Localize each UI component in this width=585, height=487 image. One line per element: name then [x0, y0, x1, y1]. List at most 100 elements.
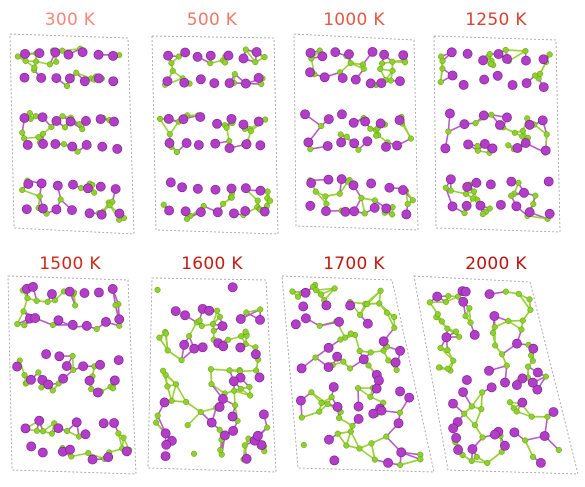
- large-atom: [517, 397, 528, 408]
- small-atom: [503, 362, 510, 369]
- small-atom: [46, 61, 53, 68]
- bond: [175, 383, 187, 403]
- large-atom: [447, 201, 458, 212]
- large-atom: [323, 114, 334, 125]
- small-atom: [20, 308, 27, 315]
- large-atom: [506, 176, 517, 187]
- structure-panel: [7, 275, 137, 475]
- small-atom: [361, 210, 368, 217]
- small-atom: [68, 453, 75, 460]
- large-atom: [460, 286, 471, 297]
- large-atom: [240, 78, 251, 89]
- large-atom: [538, 82, 549, 93]
- large-atom: [84, 375, 95, 386]
- large-atom: [376, 405, 387, 416]
- large-atom: [485, 179, 496, 190]
- large-atom: [12, 361, 22, 372]
- large-atom: [30, 313, 41, 323]
- small-atom: [64, 427, 71, 435]
- large-atom: [95, 114, 106, 125]
- large-atom: [375, 118, 386, 129]
- large-atom: [254, 372, 265, 383]
- small-atom: [261, 54, 268, 61]
- large-atom: [401, 209, 412, 220]
- small-atom: [164, 347, 171, 354]
- small-atom: [154, 286, 161, 293]
- small-atom: [49, 387, 56, 394]
- small-atom: [300, 441, 307, 448]
- large-atom: [93, 49, 104, 60]
- large-atom: [71, 417, 82, 428]
- small-atom: [57, 196, 64, 203]
- small-atom: [389, 67, 396, 74]
- small-atom: [106, 202, 113, 209]
- large-atom: [440, 143, 451, 154]
- small-atom: [391, 313, 398, 321]
- small-atom: [207, 366, 214, 373]
- large-atom: [181, 138, 192, 148]
- small-atom: [35, 134, 42, 141]
- unit-cell-border: [151, 35, 279, 235]
- small-atom: [166, 131, 173, 138]
- large-atom: [332, 351, 343, 362]
- large-atom: [453, 444, 464, 455]
- large-atom: [68, 179, 78, 190]
- small-atom: [336, 414, 343, 422]
- small-atom: [298, 414, 305, 421]
- large-atom: [80, 429, 91, 440]
- small-atom: [530, 201, 537, 208]
- large-atom: [258, 409, 269, 420]
- small-atom: [231, 71, 238, 78]
- small-atom: [515, 290, 522, 297]
- large-atom: [81, 320, 92, 331]
- large-atom: [240, 183, 251, 194]
- large-atom: [376, 78, 387, 88]
- small-atom: [33, 297, 40, 304]
- small-atom: [59, 113, 66, 120]
- large-atom: [101, 316, 111, 327]
- large-atom: [180, 47, 191, 58]
- small-atom: [364, 301, 371, 308]
- large-atom: [446, 47, 457, 58]
- small-atom: [217, 446, 224, 454]
- small-atom: [214, 307, 221, 314]
- large-atom: [395, 345, 406, 356]
- small-atom: [529, 453, 537, 460]
- large-atom: [381, 141, 391, 152]
- small-atom: [546, 51, 553, 58]
- large-atom: [61, 361, 72, 371]
- large-atom: [462, 375, 472, 385]
- small-atom: [555, 446, 562, 454]
- large-atom: [323, 174, 334, 185]
- small-atom: [355, 385, 362, 392]
- large-atom: [381, 203, 392, 214]
- large-atom: [544, 208, 555, 219]
- large-atom: [392, 140, 402, 151]
- large-atom: [447, 70, 458, 81]
- unit-cell-border: [281, 275, 435, 473]
- small-atom: [44, 298, 51, 305]
- small-atom: [486, 51, 493, 58]
- large-atom: [37, 112, 48, 123]
- large-atom: [535, 458, 546, 468]
- large-atom: [371, 383, 382, 394]
- small-atom: [247, 128, 254, 135]
- small-atom: [444, 365, 451, 372]
- large-atom: [390, 357, 401, 368]
- large-atom: [224, 143, 235, 154]
- large-atom: [178, 114, 189, 125]
- large-atom: [360, 116, 371, 127]
- small-atom: [22, 57, 29, 64]
- large-atom: [445, 108, 455, 119]
- temperature-label: 300 K: [44, 10, 96, 30]
- large-atom: [79, 76, 90, 87]
- small-atom: [160, 201, 167, 208]
- small-atom: [389, 211, 396, 218]
- large-atom: [451, 432, 462, 443]
- large-atom: [108, 76, 119, 87]
- large-atom: [197, 342, 208, 353]
- large-atom: [344, 49, 354, 60]
- small-atom: [459, 451, 466, 459]
- small-atom: [417, 456, 424, 463]
- temperature-label: 1250 K: [465, 10, 527, 30]
